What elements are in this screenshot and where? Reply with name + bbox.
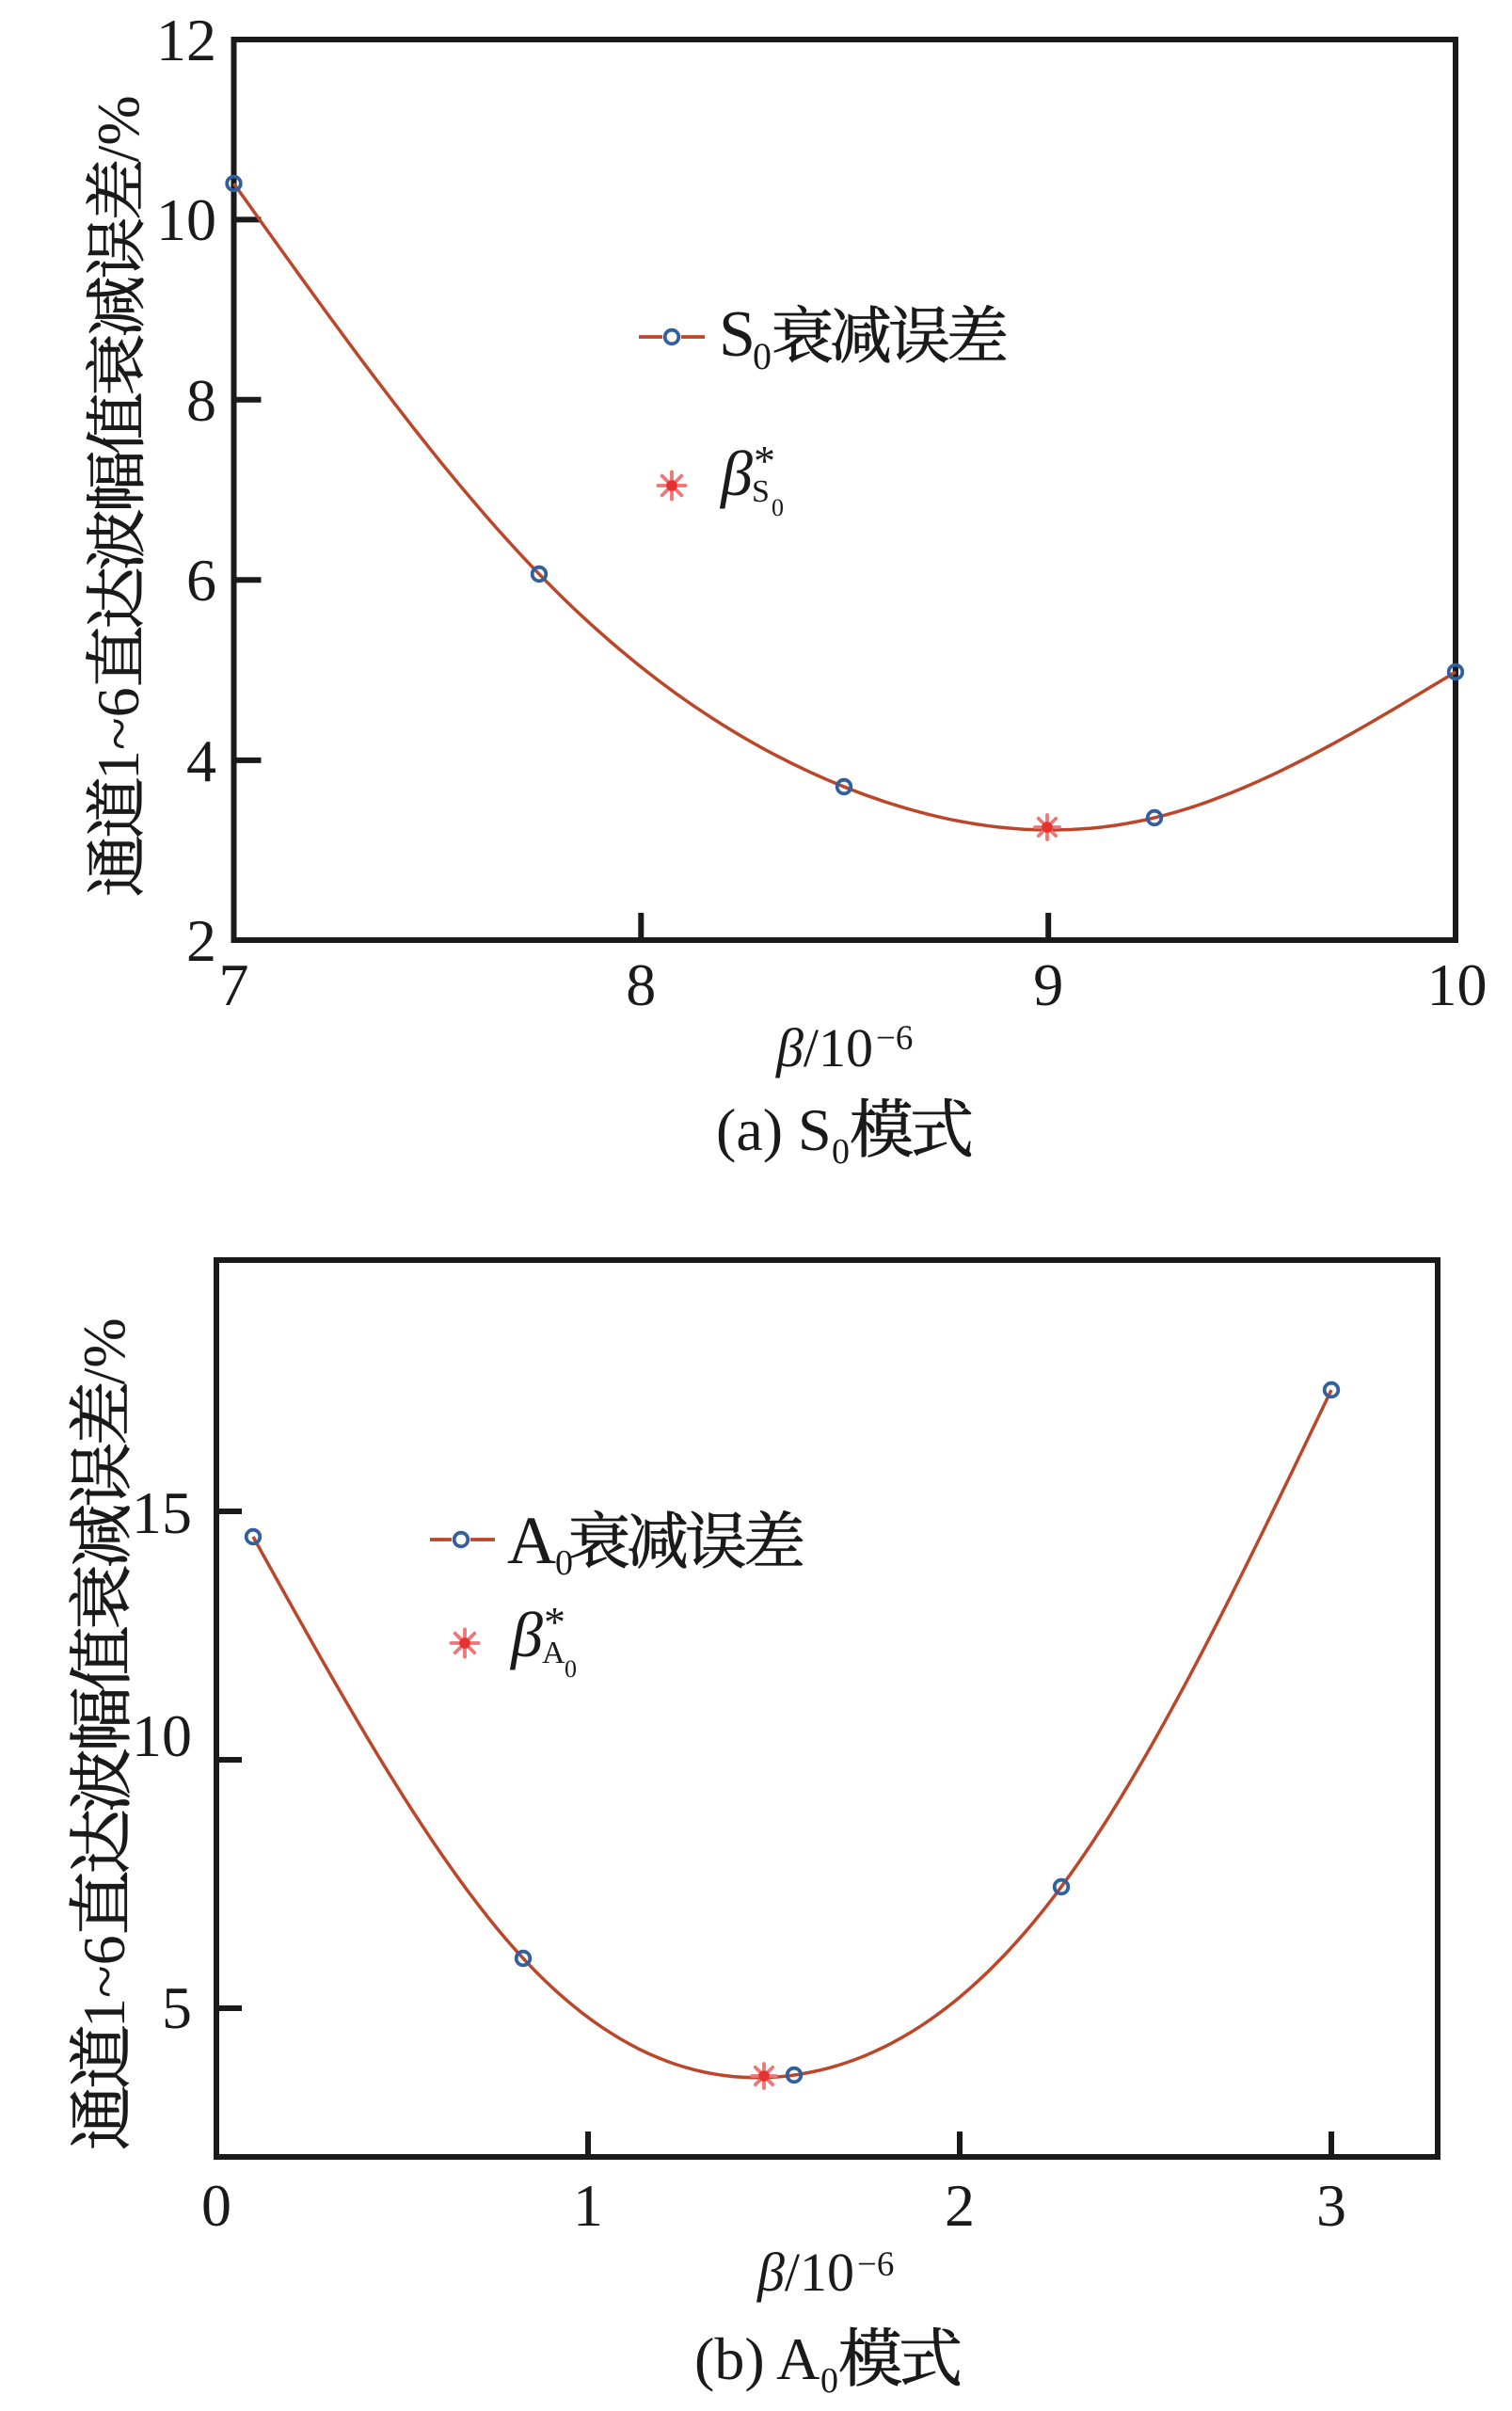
svg-text:β/10: β/10 <box>775 1017 873 1078</box>
svg-text:9: 9 <box>1033 951 1063 1018</box>
svg-text:A: A <box>507 1503 556 1578</box>
svg-text:1: 1 <box>573 2172 603 2239</box>
svg-text:β: β <box>719 438 753 509</box>
svg-text:8: 8 <box>626 951 656 1018</box>
svg-text:0: 0 <box>555 1543 573 1583</box>
svg-text:0: 0 <box>772 494 784 521</box>
svg-text:10: 10 <box>156 186 216 253</box>
svg-text:2: 2 <box>945 2172 975 2239</box>
svg-text:7: 7 <box>219 951 249 1018</box>
svg-text:S: S <box>719 298 756 371</box>
svg-text:0: 0 <box>201 2172 231 2239</box>
svg-text:*: * <box>544 1598 565 1646</box>
svg-text:1~6: 1~6 <box>71 1935 137 2028</box>
svg-text:β/10: β/10 <box>756 2242 854 2303</box>
svg-text:−6: −6 <box>857 2245 894 2284</box>
svg-text:0: 0 <box>820 2361 838 2401</box>
svg-text:(b) A: (b) A <box>694 2325 820 2392</box>
svg-text:10: 10 <box>1427 951 1488 1018</box>
svg-text:(a) S: (a) S <box>716 1096 832 1163</box>
svg-text:S: S <box>752 474 770 509</box>
svg-text:1~6: 1~6 <box>85 687 151 780</box>
svg-text:−6: −6 <box>876 1019 913 1058</box>
svg-text:A: A <box>542 1636 565 1670</box>
svg-text:5: 5 <box>162 1974 192 2041</box>
svg-text:8: 8 <box>186 367 216 434</box>
svg-text:β: β <box>509 1599 543 1670</box>
svg-text:0: 0 <box>832 1132 850 1172</box>
svg-text:15: 15 <box>132 1479 192 1546</box>
svg-text:10: 10 <box>132 1702 192 1769</box>
svg-text:/%: /% <box>71 1317 137 1384</box>
svg-text:/%: /% <box>85 95 151 162</box>
svg-text:*: * <box>754 437 775 485</box>
svg-text:6: 6 <box>186 547 216 614</box>
svg-text:4: 4 <box>186 727 216 794</box>
svg-text:12: 12 <box>156 7 216 73</box>
svg-text:0: 0 <box>565 1655 577 1683</box>
svg-text:2: 2 <box>186 907 216 974</box>
svg-text:0: 0 <box>753 335 772 377</box>
svg-text:3: 3 <box>1316 2172 1346 2239</box>
